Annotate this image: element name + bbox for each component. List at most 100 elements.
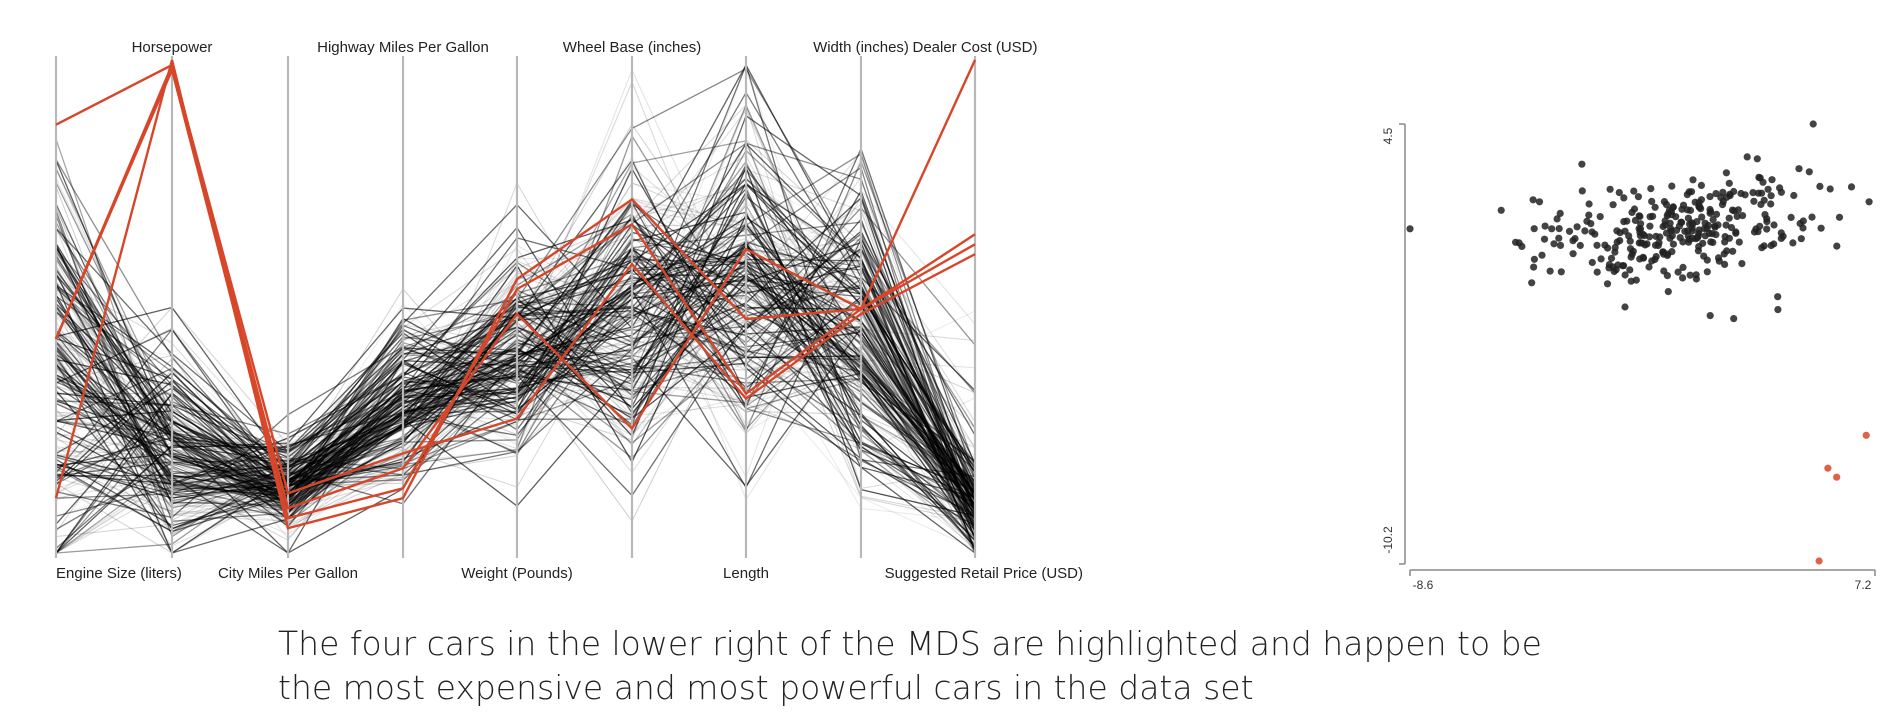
data-point — [1733, 212, 1741, 220]
data-point — [1620, 194, 1628, 202]
data-point — [1529, 196, 1537, 204]
data-point — [1817, 224, 1825, 232]
data-point — [1641, 241, 1649, 249]
data-point — [1540, 235, 1549, 243]
data-point — [1685, 235, 1693, 244]
background-lines — [55, 63, 976, 554]
data-point — [1518, 242, 1526, 250]
data-point — [1795, 165, 1803, 173]
data-point — [1756, 222, 1764, 230]
data-point — [1695, 229, 1703, 237]
data-point — [1639, 254, 1648, 262]
data-point — [1698, 213, 1706, 221]
data-point — [1712, 210, 1721, 218]
data-point — [1767, 192, 1775, 200]
data-point — [1697, 181, 1705, 189]
data-point — [1593, 241, 1601, 249]
axis-top-label-8: Dealer Cost (USD) — [912, 39, 1037, 56]
data-point — [1721, 260, 1729, 268]
data-point — [1777, 234, 1785, 242]
data-point — [1550, 240, 1558, 248]
data-point — [1620, 262, 1628, 270]
data-point — [1684, 227, 1692, 235]
data-point — [1663, 272, 1671, 280]
highlighted-line-3 — [55, 63, 976, 510]
data-point — [1753, 155, 1761, 163]
data-point — [1576, 241, 1584, 250]
axis-bottom-label-4: Weight (Pounds) — [461, 565, 572, 582]
data-point — [1749, 189, 1757, 197]
data-point — [1578, 187, 1586, 195]
data-point — [1616, 237, 1624, 245]
data-point — [1774, 306, 1782, 314]
data-point — [1797, 235, 1805, 243]
data-point — [1556, 241, 1565, 249]
data-point — [1628, 208, 1636, 216]
data-point — [1660, 250, 1668, 258]
axis-bottom-label-2: City Miles Per Gallon — [218, 565, 358, 582]
axis-bottom-label-8: Suggested Retail Price (USD) — [885, 565, 1083, 582]
data-point — [1581, 227, 1589, 235]
data-point — [1648, 197, 1656, 205]
data-point — [1630, 187, 1638, 195]
points — [1406, 120, 1873, 565]
highlighted-line-4 — [54, 61, 976, 495]
data-point — [1637, 220, 1645, 228]
data-point — [1621, 303, 1629, 311]
data-point — [1530, 255, 1538, 263]
data-point — [1669, 240, 1677, 248]
data-point — [1770, 221, 1778, 229]
data-point — [1565, 227, 1574, 235]
data-point — [1530, 225, 1538, 233]
data-point — [1587, 220, 1595, 228]
data-point — [1833, 242, 1841, 250]
data-point — [1763, 215, 1771, 223]
data-point — [1593, 268, 1601, 276]
data-point — [1646, 213, 1654, 221]
data-point — [1541, 222, 1549, 230]
data-point — [1569, 237, 1577, 245]
data-point — [1569, 250, 1577, 258]
data-point — [1604, 244, 1612, 252]
data-point — [1732, 229, 1740, 237]
data-point — [1774, 293, 1782, 301]
data-point — [1578, 160, 1586, 168]
data-point — [1757, 200, 1765, 209]
data-point — [1686, 206, 1695, 214]
data-point — [1603, 280, 1612, 288]
data-point — [1620, 218, 1628, 226]
axis-top-label-7: Width (inches) — [813, 39, 909, 56]
data-point — [1711, 223, 1719, 231]
data-point — [1809, 120, 1817, 128]
data-point — [1686, 271, 1694, 279]
data-point — [1706, 193, 1714, 201]
data-point — [1625, 232, 1633, 240]
data-point — [1735, 238, 1743, 246]
data-point — [1651, 203, 1659, 211]
data-point — [1660, 198, 1668, 206]
highlighted-line-2 — [54, 66, 976, 520]
highlighted-point-3 — [1862, 431, 1870, 439]
data-point — [1645, 263, 1653, 271]
data-point — [1675, 222, 1683, 230]
data-point — [1835, 213, 1844, 221]
data-point — [1647, 185, 1655, 193]
data-point — [1667, 225, 1675, 233]
caption-line-2: the most expensive and most powerful car… — [278, 668, 1254, 707]
highlighted-point-1 — [1824, 464, 1832, 472]
data-point — [1787, 213, 1795, 221]
data-point — [1816, 182, 1824, 190]
data-point — [1756, 174, 1764, 182]
data-point — [1712, 190, 1720, 198]
data-point — [1689, 176, 1697, 184]
data-point — [1627, 253, 1635, 261]
data-point — [1723, 247, 1731, 255]
data-point — [1729, 247, 1737, 255]
data-point — [1538, 251, 1546, 259]
data-point — [1557, 268, 1565, 276]
data-point — [1695, 199, 1703, 207]
data-point — [1706, 312, 1714, 320]
data-point — [1548, 225, 1556, 233]
data-point — [1665, 206, 1674, 214]
data-point — [1709, 216, 1717, 224]
